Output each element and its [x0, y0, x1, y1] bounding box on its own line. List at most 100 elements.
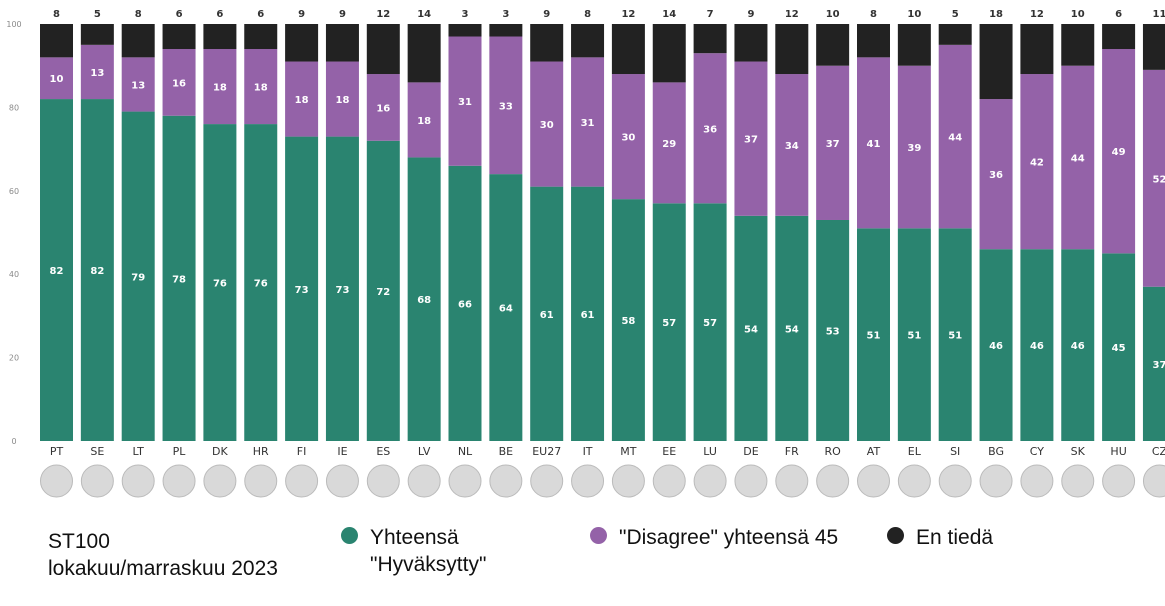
data-label-agree: 46 — [1030, 341, 1044, 352]
bar-disagree — [489, 36, 523, 175]
bar-disagree — [162, 49, 196, 116]
flag-icon — [1102, 464, 1136, 498]
bar-disagree — [40, 57, 73, 100]
data-label-disagree: 13 — [90, 68, 104, 79]
x-tick-label: MT — [620, 445, 636, 458]
bar-agree — [244, 124, 278, 441]
flag-icon — [162, 464, 196, 498]
data-label-dontknow: 8 — [870, 9, 877, 20]
data-label-dontknow: 9 — [747, 9, 754, 20]
data-label-agree: 66 — [458, 299, 472, 310]
bar-dontknow — [611, 24, 645, 75]
bar-agree — [325, 136, 359, 441]
bar-dontknow — [407, 24, 441, 83]
source-note: ST100 lokakuu/marraskuu 2023 — [48, 528, 278, 582]
data-label-agree: 51 — [948, 331, 962, 342]
data-label-disagree: 31 — [581, 118, 595, 129]
flag-icon — [530, 464, 564, 498]
data-label-dontknow: 14 — [417, 9, 431, 20]
bar-disagree — [652, 82, 686, 204]
bar-dontknow — [775, 24, 809, 75]
stacked-bar-chart: 02040608010082108PT82135SE79138LT78166PL… — [6, 9, 1165, 498]
flag-icon — [325, 464, 359, 498]
bar-dontknow — [857, 24, 890, 58]
bar-agree — [1142, 286, 1165, 441]
data-label-dontknow: 12 — [376, 9, 390, 20]
data-label-agree: 72 — [376, 287, 390, 298]
bar-disagree — [448, 36, 482, 166]
bar-disagree — [121, 57, 155, 112]
bar-dontknow — [325, 24, 359, 62]
y-tick-label: 40 — [9, 270, 19, 279]
data-label-agree: 73 — [295, 285, 309, 296]
bar-dontknow — [734, 24, 768, 62]
x-tick-label: EU27 — [532, 445, 561, 458]
legend-label-disagree: "Disagree" yhteensä 45 — [619, 526, 839, 549]
bar-agree — [80, 99, 114, 441]
x-tick-label: SE — [90, 445, 104, 458]
data-label-dontknow: 12 — [621, 9, 635, 20]
data-label-disagree: 34 — [785, 141, 799, 152]
data-label-disagree: 39 — [907, 143, 921, 154]
legend-item-agree: Yhteensä "Hyväksytty" — [341, 524, 540, 578]
data-label-dontknow: 12 — [1030, 9, 1044, 20]
bar-disagree — [571, 57, 605, 187]
bar-agree — [816, 219, 850, 441]
data-label-agree: 45 — [1112, 343, 1126, 354]
x-tick-label: BE — [499, 445, 514, 458]
bar-disagree — [285, 61, 319, 137]
bar-agree — [40, 99, 73, 441]
flag-icon — [244, 464, 278, 498]
x-tick-label: DK — [212, 445, 228, 458]
data-label-dontknow: 6 — [257, 9, 264, 20]
x-tick-label: EE — [662, 445, 676, 458]
bar-disagree — [611, 74, 645, 200]
bar-disagree — [897, 65, 931, 229]
x-tick-label: EL — [908, 445, 922, 458]
data-label-dontknow: 5 — [952, 9, 959, 20]
flag-icon — [611, 464, 645, 498]
bar-dontknow — [816, 24, 850, 66]
legend-item-dontknow: En tiedä — [887, 524, 993, 551]
data-label-disagree: 36 — [989, 170, 1003, 181]
bar-agree — [693, 203, 727, 441]
bar-agree — [1102, 253, 1136, 441]
legend-label-agree: Yhteensä "Hyväksytty" — [370, 526, 487, 576]
x-tick-label: NL — [458, 445, 473, 458]
bar-dontknow — [938, 24, 972, 45]
bar-dontknow — [530, 24, 564, 62]
legend-marker-dontknow — [887, 527, 904, 544]
y-tick-label: 20 — [9, 354, 19, 363]
y-tick-label: 80 — [9, 103, 19, 112]
bar-agree — [489, 174, 523, 441]
x-tick-label: CY — [1030, 445, 1044, 458]
flag-icon — [285, 464, 319, 498]
bar-disagree — [1142, 69, 1165, 287]
data-label-dontknow: 9 — [339, 9, 346, 20]
data-label-dontknow: 6 — [176, 9, 183, 20]
data-label-dontknow: 14 — [662, 9, 676, 20]
x-tick-label: ES — [376, 445, 390, 458]
data-label-dontknow: 6 — [216, 9, 223, 20]
x-tick-label: FR — [785, 445, 799, 458]
data-label-dontknow: 5 — [94, 9, 101, 20]
bar-dontknow — [80, 24, 114, 45]
x-tick-label: PL — [173, 445, 187, 458]
data-label-dontknow: 3 — [462, 9, 469, 20]
flag-icon — [775, 464, 809, 498]
x-tick-label: LU — [703, 445, 717, 458]
data-label-agree: 54 — [744, 324, 758, 335]
data-label-disagree: 16 — [172, 78, 186, 89]
data-label-agree: 61 — [581, 310, 595, 321]
data-label-disagree: 30 — [540, 120, 554, 131]
legend-label-dontknow: En tiedä — [916, 526, 994, 549]
bar-disagree — [816, 65, 850, 220]
bar-agree — [285, 136, 319, 441]
bar-agree — [775, 215, 809, 441]
data-label-disagree: 36 — [703, 124, 717, 135]
bar-disagree — [693, 53, 727, 204]
bar-agree — [611, 199, 645, 441]
bar-dontknow — [1061, 24, 1095, 66]
bar-dontknow — [571, 24, 605, 58]
x-tick-label: CZ — [1152, 445, 1165, 458]
